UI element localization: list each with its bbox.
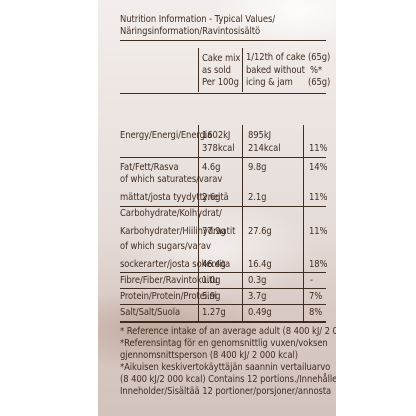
carbohydrate-label-1: Carbohydrate/Kolhydrat/ xyxy=(120,208,222,219)
protein-label: Protein/Protein/Proteiini xyxy=(120,291,217,302)
column-separator-2 xyxy=(242,125,243,321)
salt-label: Salt/Salt/Suola xyxy=(120,307,181,318)
footnote-line: Inneholder/Sisältää 12 portioner/porsjon… xyxy=(120,386,332,397)
row-divider xyxy=(120,272,326,273)
energy-percent: 11% xyxy=(309,143,328,154)
protein-value: 5.9g xyxy=(202,291,221,302)
protein-portion: 3.7g xyxy=(248,291,267,302)
saturates-percent: 11% xyxy=(309,192,328,203)
sugars-label-2: sockerarter/josta sokereita xyxy=(120,259,231,270)
energy-kj-portion: 895kJ xyxy=(248,130,272,141)
footnote-line: (8 400 kJ/2 000 kcal) Contains 12 portio… xyxy=(120,374,336,385)
fat-percent: 14% xyxy=(309,162,328,173)
carbohydrate-percent: 11% xyxy=(309,226,328,237)
carbohydrate-label-2: Karbohydrater/Hiilihydraatit xyxy=(120,226,236,237)
column-separator-1 xyxy=(198,125,199,321)
header-separator-1 xyxy=(198,48,199,92)
col1-header-1: Cake mix xyxy=(202,53,241,64)
fat-value: 4.6g xyxy=(202,162,221,173)
row-divider xyxy=(120,206,326,207)
title-line-2: Näringsinformation/Ravintosisältö xyxy=(120,26,261,37)
col1-header-2: as sold xyxy=(202,65,231,76)
sugars-percent: 18% xyxy=(309,259,328,270)
footnote-line: *Referensintag för en genomsnittlig vuxe… xyxy=(120,338,328,349)
col2-header-2: baked without xyxy=(246,65,305,76)
fat-label: Fat/Fett/Rasva xyxy=(120,162,179,173)
salt-value: 1.27g xyxy=(202,307,226,318)
sugars-label-1: of which sugars/varav xyxy=(120,241,211,252)
row-divider xyxy=(120,157,326,158)
fibre-percent: - xyxy=(310,275,313,286)
header-separator-2 xyxy=(242,48,243,92)
col3-header-1: %* xyxy=(310,65,323,76)
column-separator-3 xyxy=(303,125,304,321)
saturates-label-1: of which saturates/varav xyxy=(120,174,223,185)
row-divider xyxy=(120,288,326,289)
row-divider xyxy=(120,304,326,305)
col1-header-3: Per 100g xyxy=(202,77,239,88)
protein-percent: 7% xyxy=(309,291,323,302)
carbohydrate-value: 77.9g xyxy=(202,226,226,237)
col3-header-2: (65g) xyxy=(308,77,331,88)
footnote-line: gjennomsnittsperson (8 400 kJ/ 2 000 kca… xyxy=(120,350,299,361)
saturates-portion: 2.1g xyxy=(248,192,267,203)
nutrition-label: Nutrition Information - Typical Values/ … xyxy=(98,0,336,416)
col2-header-1: 1/12th of cake (65g) xyxy=(246,52,331,63)
title-line-1: Nutrition Information - Typical Values/ xyxy=(120,14,276,25)
footnote-line: * Reference intake of an average adult (… xyxy=(120,326,336,337)
fibre-label: Fibre/Fiber/Ravintokuitu xyxy=(120,275,218,286)
col2-header-3: icing & jam xyxy=(246,77,293,88)
sugars-portion: 16.4g xyxy=(248,259,272,270)
fat-portion: 9.8g xyxy=(248,162,267,173)
title-divider xyxy=(120,40,326,41)
salt-portion: 0.49g xyxy=(248,307,272,318)
saturates-label-2: mättat/josta tyydyttyneitä xyxy=(120,192,229,203)
fibre-value: 1.0g xyxy=(202,275,221,286)
energy-label: Energy/Energi/Energia xyxy=(120,130,213,141)
carbohydrate-portion: 27.6g xyxy=(248,226,272,237)
header-divider xyxy=(120,93,326,94)
fibre-portion: 0.3g xyxy=(248,275,267,286)
table-bottom-rule xyxy=(120,321,326,323)
sugars-value: 46.4g xyxy=(202,259,226,270)
footnote-line: *Aikuisen keskivertokäyttäjän saannin ve… xyxy=(120,362,331,373)
salt-percent: 8% xyxy=(309,307,323,318)
energy-kcal-portion: 214kcal xyxy=(248,143,281,154)
saturates-value: 2.6g xyxy=(202,192,221,203)
energy-kj-value: 1602kJ xyxy=(202,130,231,141)
energy-kcal-value: 378kcal xyxy=(202,143,235,154)
